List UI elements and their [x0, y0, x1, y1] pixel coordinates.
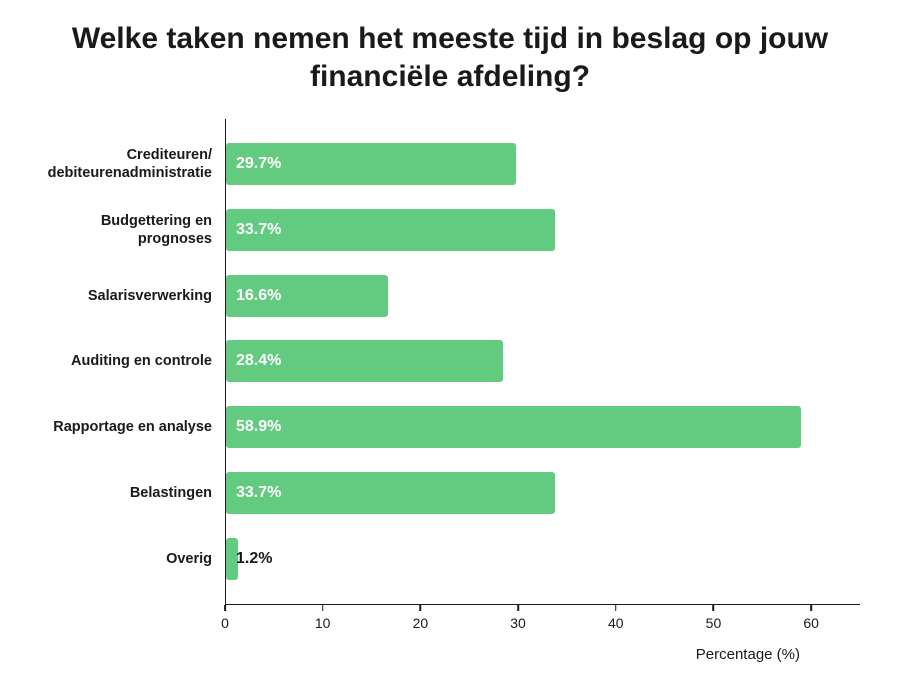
- x-tick-mark: [615, 605, 617, 611]
- bar-row: Auditing en controle28.4%: [226, 340, 860, 382]
- x-tick-label: 0: [221, 615, 229, 631]
- bar: 29.7%: [226, 143, 516, 185]
- x-tick-label: 10: [315, 615, 331, 631]
- bar-value-label: 33.7%: [236, 484, 281, 502]
- bar-category-label: Crediteuren/debiteurenadministratie: [12, 146, 212, 182]
- bar-value-label: 33.7%: [236, 221, 281, 239]
- bar: 1.2%: [226, 538, 238, 580]
- x-tick: 50: [706, 605, 722, 631]
- chart-container: Welke taken nemen het meeste tijd in bes…: [0, 0, 900, 677]
- bar-row: Crediteuren/debiteurenadministratie29.7%: [226, 143, 860, 185]
- bar-row: Belastingen33.7%: [226, 472, 860, 514]
- bar-category-label: Salarisverwerking: [12, 287, 212, 305]
- x-tick-mark: [713, 605, 715, 611]
- x-tick: 10: [315, 605, 331, 631]
- x-tick-mark: [420, 605, 422, 611]
- bar: 28.4%: [226, 340, 503, 382]
- x-tick-label: 40: [608, 615, 624, 631]
- x-tick-mark: [224, 605, 226, 611]
- bar-category-label: Belastingen: [12, 484, 212, 502]
- bar: 58.9%: [226, 406, 801, 448]
- bar-row: Salarisverwerking16.6%: [226, 275, 860, 317]
- x-tick: 0: [221, 605, 229, 631]
- x-tick-label: 30: [510, 615, 526, 631]
- plot-region: Crediteuren/debiteurenadministratie29.7%…: [225, 119, 860, 605]
- bar: 16.6%: [226, 275, 388, 317]
- bar-value-label: 29.7%: [236, 155, 281, 173]
- x-tick-mark: [810, 605, 812, 611]
- bar-category-label: Budgettering enprognoses: [12, 212, 212, 248]
- x-tick-label: 60: [803, 615, 819, 631]
- x-tick: 20: [413, 605, 429, 631]
- x-tick-label: 20: [413, 615, 429, 631]
- bar: 33.7%: [226, 472, 555, 514]
- bar-value-label: 16.6%: [236, 287, 281, 305]
- chart-title: Welke taken nemen het meeste tijd in bes…: [0, 20, 900, 119]
- bar: 33.7%: [226, 209, 555, 251]
- x-axis-label: Percentage (%): [696, 646, 800, 663]
- bar-category-label: Overig: [12, 550, 212, 568]
- bar-value-label: 28.4%: [236, 352, 281, 370]
- x-tick: 30: [510, 605, 526, 631]
- bar-value-label: 1.2%: [236, 550, 272, 568]
- x-tick: 60: [803, 605, 819, 631]
- x-tick-mark: [322, 605, 324, 611]
- bar-row: Overig1.2%: [226, 538, 860, 580]
- x-tick-label: 50: [706, 615, 722, 631]
- bar-category-label: Auditing en controle: [12, 352, 212, 370]
- bar-value-label: 58.9%: [236, 418, 281, 436]
- chart-area: Crediteuren/debiteurenadministratie29.7%…: [0, 119, 900, 677]
- bar-row: Rapportage en analyse58.9%: [226, 406, 860, 448]
- bar-row: Budgettering enprognoses33.7%: [226, 209, 860, 251]
- x-tick-mark: [517, 605, 519, 611]
- bars-group: Crediteuren/debiteurenadministratie29.7%…: [226, 119, 860, 604]
- x-axis: 0102030405060: [225, 605, 860, 631]
- x-tick: 40: [608, 605, 624, 631]
- bar-category-label: Rapportage en analyse: [12, 418, 212, 436]
